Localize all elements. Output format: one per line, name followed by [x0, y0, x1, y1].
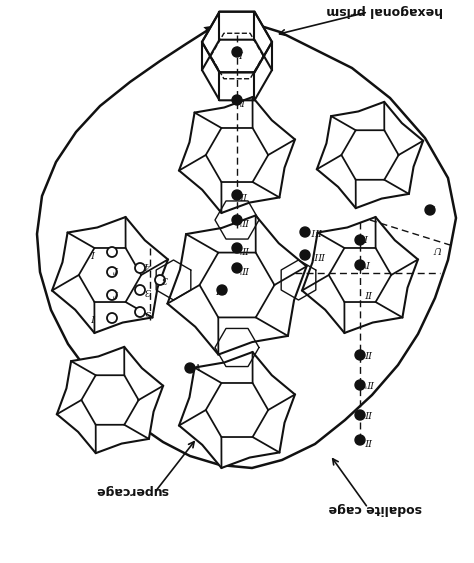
Circle shape	[355, 380, 365, 390]
Text: I: I	[92, 248, 96, 257]
Polygon shape	[302, 217, 418, 333]
Text: II': II'	[240, 244, 250, 252]
Circle shape	[355, 350, 365, 360]
Text: sodalite cage: sodalite cage	[328, 502, 422, 515]
Circle shape	[232, 190, 242, 200]
Circle shape	[107, 290, 117, 300]
Circle shape	[355, 235, 365, 245]
Text: I: I	[92, 311, 96, 320]
Circle shape	[185, 363, 195, 373]
Text: II': II'	[240, 263, 250, 272]
Polygon shape	[52, 217, 168, 333]
Circle shape	[425, 205, 435, 215]
Polygon shape	[202, 12, 272, 72]
Text: V: V	[194, 360, 201, 369]
Text: II: II	[365, 348, 373, 358]
Circle shape	[232, 47, 242, 57]
Circle shape	[107, 267, 117, 277]
Circle shape	[217, 285, 227, 295]
Circle shape	[355, 410, 365, 420]
Circle shape	[135, 263, 145, 273]
Text: 4: 4	[145, 261, 151, 270]
Text: hexagonal prism: hexagonal prism	[327, 3, 443, 16]
Circle shape	[135, 285, 145, 295]
Text: 5: 5	[145, 309, 151, 318]
Text: 3: 3	[162, 274, 168, 283]
Text: I': I'	[430, 203, 437, 212]
Circle shape	[135, 307, 145, 317]
Text: I': I'	[365, 258, 372, 267]
Text: II': II'	[240, 216, 250, 225]
Polygon shape	[179, 97, 295, 213]
Text: VI: VI	[215, 284, 226, 293]
Circle shape	[232, 263, 242, 273]
Text: III': III'	[312, 251, 326, 260]
Circle shape	[355, 260, 365, 270]
Text: II': II'	[365, 378, 375, 387]
Text: II: II	[365, 409, 373, 418]
Text: I: I	[240, 47, 244, 56]
Polygon shape	[317, 102, 423, 208]
Circle shape	[107, 247, 117, 257]
Circle shape	[232, 243, 242, 253]
Polygon shape	[57, 347, 163, 453]
Text: I': I'	[113, 288, 119, 297]
Text: 3: 3	[145, 285, 151, 294]
Text: II: II	[365, 436, 373, 445]
Text: I': I'	[240, 96, 246, 105]
Circle shape	[355, 435, 365, 445]
Text: supercage: supercage	[95, 484, 168, 497]
Polygon shape	[37, 22, 456, 468]
Circle shape	[300, 227, 310, 237]
Text: I': I'	[113, 263, 119, 272]
Text: II: II	[365, 288, 373, 297]
Text: III: III	[312, 226, 324, 235]
Circle shape	[232, 215, 242, 225]
Text: I: I	[365, 233, 369, 242]
Text: II: II	[240, 190, 248, 199]
Polygon shape	[179, 352, 295, 468]
Circle shape	[155, 275, 165, 285]
Circle shape	[232, 95, 242, 105]
Polygon shape	[167, 216, 307, 355]
Text: U: U	[433, 244, 441, 252]
Circle shape	[107, 313, 117, 323]
Circle shape	[300, 250, 310, 260]
